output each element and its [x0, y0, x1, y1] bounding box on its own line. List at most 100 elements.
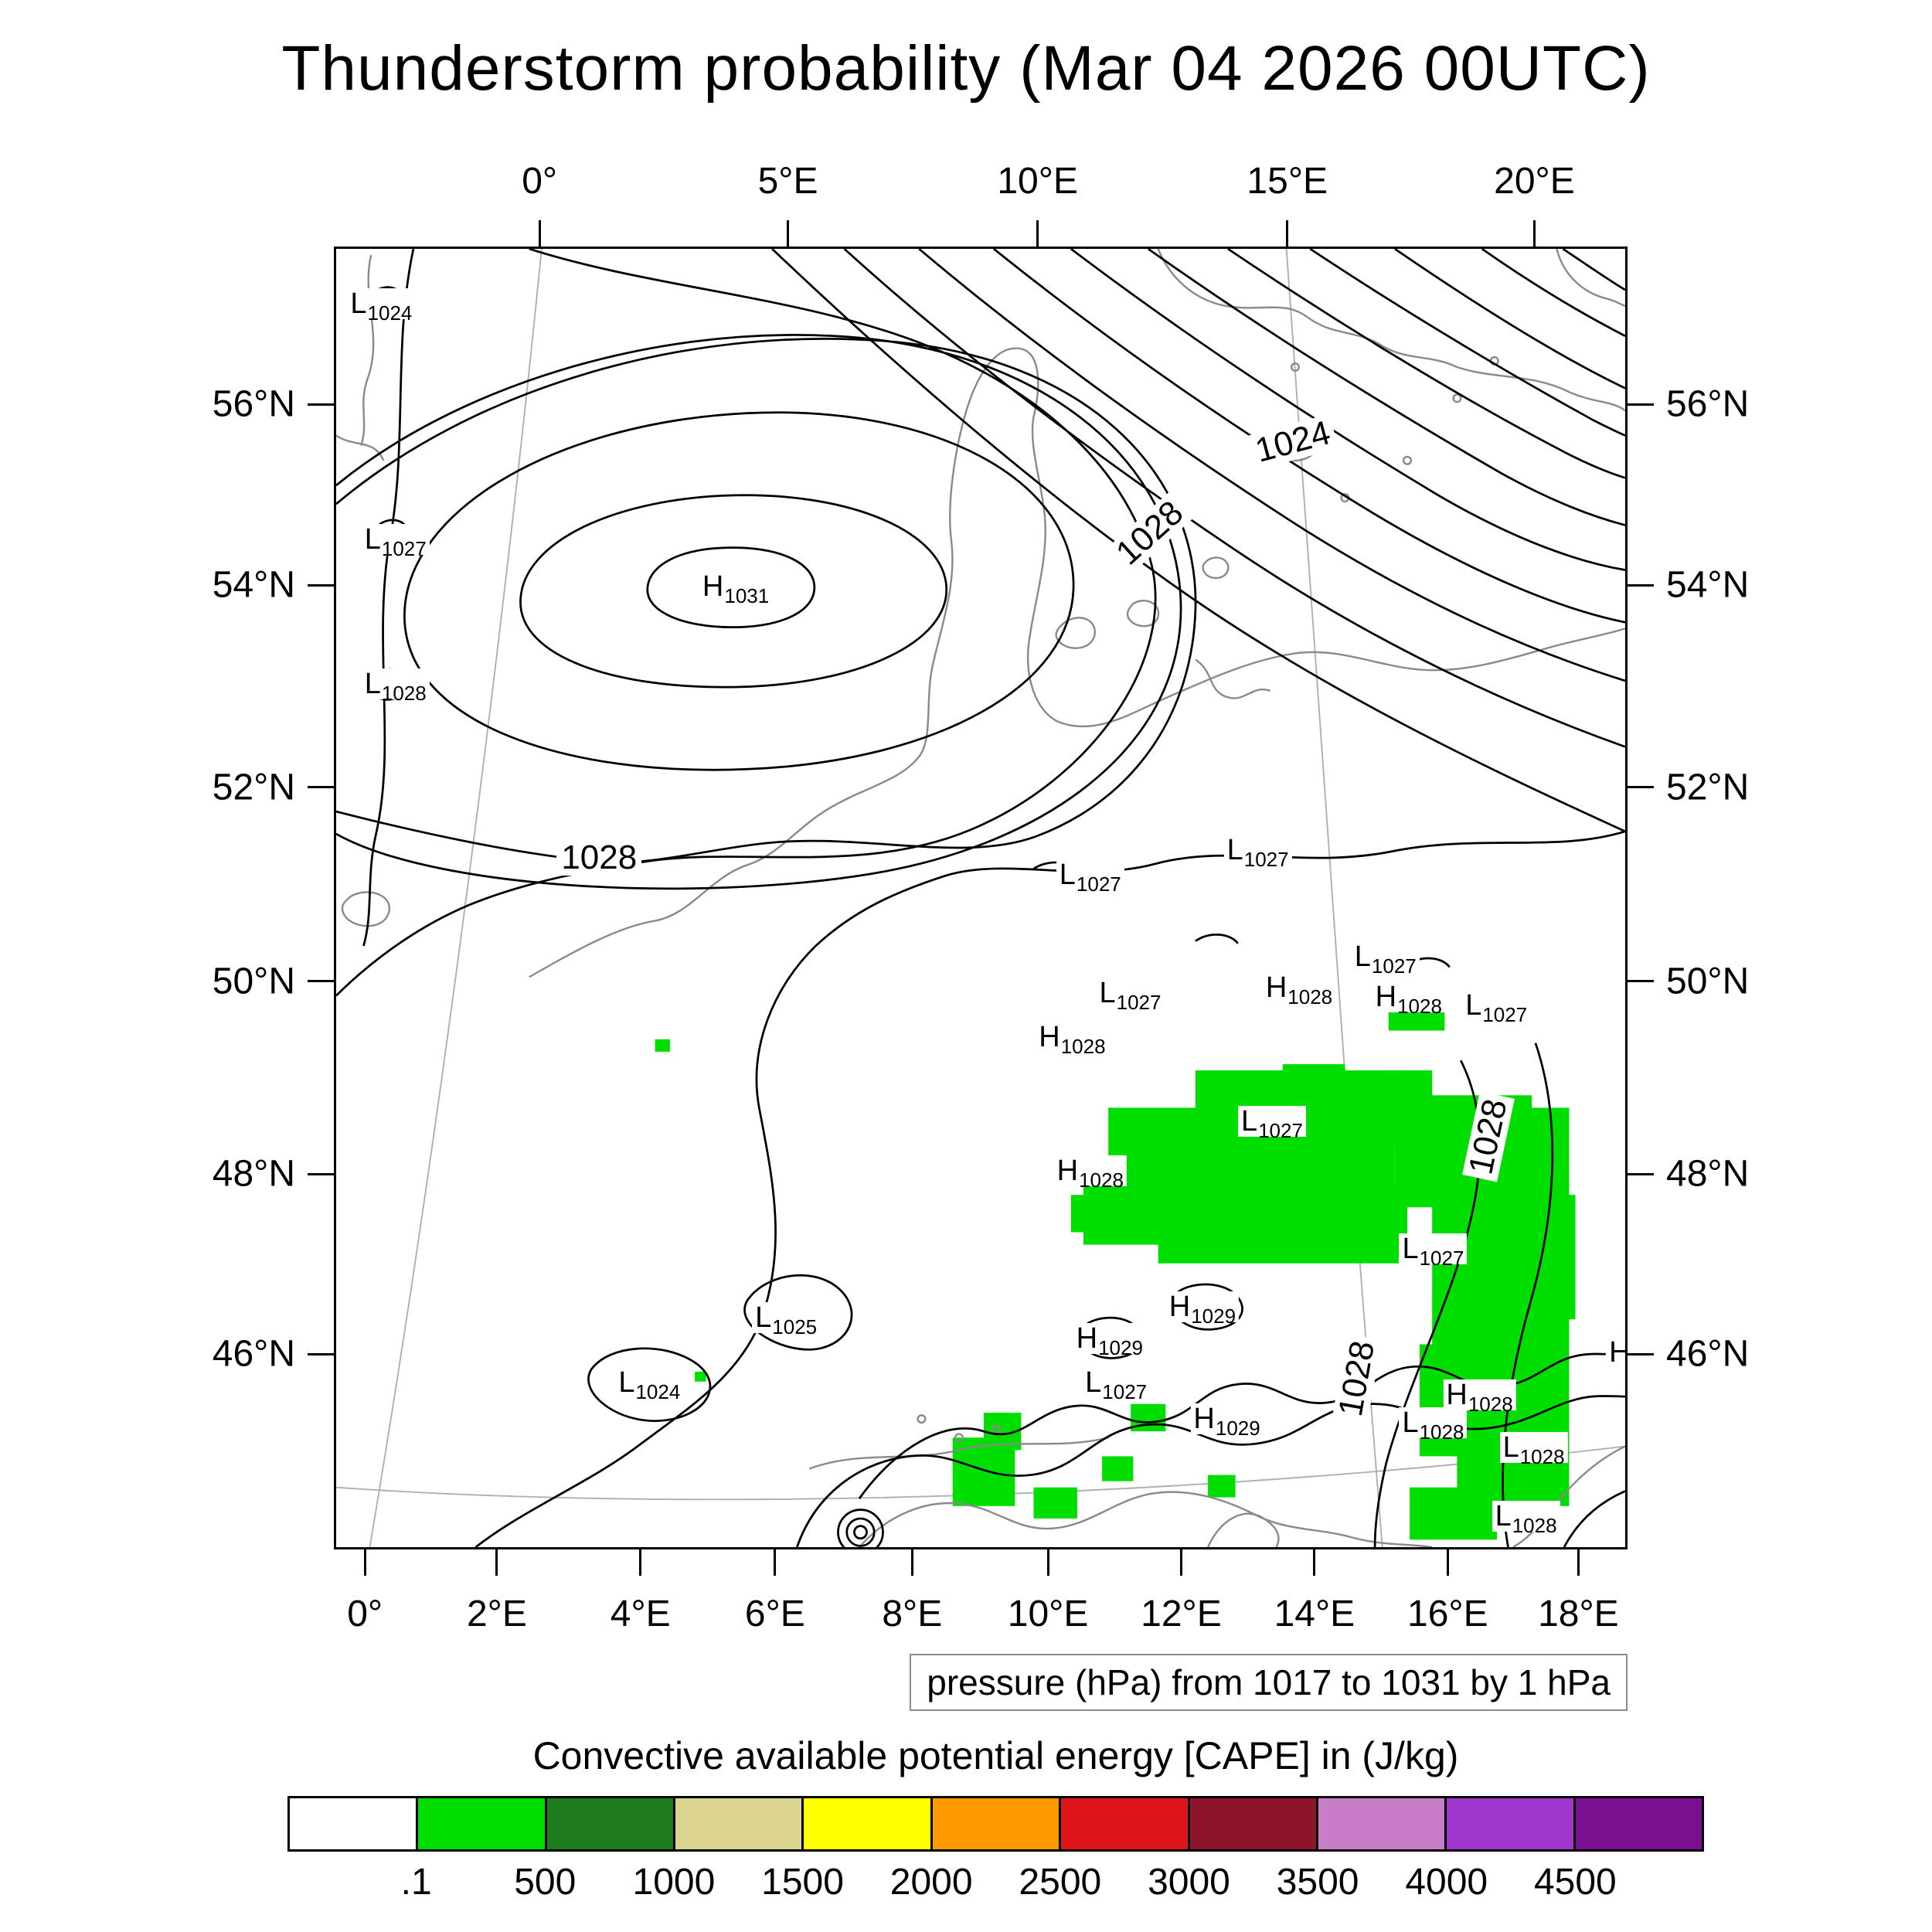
colorbar-tick-label: 4500 [1533, 1862, 1617, 1903]
bottom-axis-tick [910, 1549, 913, 1576]
right-axis-tick [1628, 583, 1654, 587]
pressure-label: H1028 [1372, 981, 1445, 1016]
pressure-label: L1027 [1237, 1105, 1306, 1141]
pressure-label: L1024 [347, 287, 416, 323]
colorbar-tick-label: 4000 [1405, 1862, 1488, 1903]
top-axis-tick [1286, 220, 1289, 247]
bottom-axis-tick [1179, 1549, 1182, 1576]
pressure-center-value: 1028 [1468, 1393, 1513, 1417]
pressure-label: L1025 [752, 1301, 821, 1337]
bottom-axis-tick [639, 1549, 642, 1576]
pressure-center-letter: H [1168, 1291, 1191, 1324]
bottom-axis-label: 10°E [1007, 1594, 1089, 1634]
pressure-center-letter: H [1076, 1321, 1098, 1355]
pressure-center-value: 1028 [1419, 1420, 1464, 1444]
pressure-label: L1027 [1082, 1366, 1151, 1402]
pressure-center-value: 1027 [1419, 1246, 1464, 1270]
pressure-center-value: 1028 [1079, 1168, 1124, 1192]
pressure-label: L1024 [615, 1366, 684, 1402]
pressure-center-letter: H [1446, 1379, 1468, 1412]
bottom-axis-label: 16°E [1407, 1594, 1488, 1634]
pressure-center-letter: L [755, 1301, 772, 1334]
top-axis-label: 5°E [757, 161, 818, 202]
pressure-center-value: 1027 [1371, 954, 1417, 978]
pressure-center-letter: H [702, 570, 724, 603]
pressure-center-value: 1024 [367, 301, 413, 325]
colorbar-cell [287, 1796, 419, 1852]
pressure-label: L1027 [1351, 940, 1420, 976]
bottom-axis-tick [1046, 1549, 1049, 1576]
top-axis-tick [1036, 220, 1039, 247]
colorbar-tick-label: .1 [400, 1862, 432, 1903]
pressure-center-value: 1027 [1116, 990, 1162, 1014]
bottom-axis-label: 2°E [466, 1594, 527, 1634]
colorbar-cell [930, 1796, 1062, 1852]
pressure-center-letter: L [1495, 1499, 1512, 1532]
right-axis-tick [1628, 1352, 1654, 1355]
pressure-label: L1027 [1223, 834, 1292, 871]
bottom-axis-label: 8°E [882, 1594, 943, 1634]
pressure-center-value: 1028 [381, 681, 427, 705]
pressure-center-letter: L [1465, 989, 1482, 1022]
pressure-label: 1028 [1332, 1333, 1383, 1423]
pressure-label: H [1606, 1336, 1625, 1369]
bottom-axis-label: 14°E [1274, 1594, 1355, 1634]
left-axis-tick [308, 403, 334, 406]
pressure-center-value: 1027 [1243, 847, 1289, 871]
pressure-center-value: 1028 [1519, 1444, 1565, 1468]
pressure-center-value: 1028 [1287, 985, 1333, 1009]
top-axis-tick [538, 220, 541, 247]
right-axis-label: 48°N [1666, 1153, 1750, 1195]
pressure-label: L1028 [1492, 1499, 1560, 1536]
right-axis-label: 52°N [1666, 767, 1750, 808]
bottom-axis-label: 18°E [1538, 1594, 1619, 1634]
pressure-label: 1028 [556, 839, 642, 876]
pressure-center-letter: L [1354, 940, 1371, 973]
pressure-center-value: 1027 [1102, 1379, 1148, 1403]
pressure-center-letter: L [1085, 1366, 1102, 1399]
pressure-center-value: 1025 [772, 1315, 818, 1338]
colorbar-cell [673, 1796, 804, 1852]
pressure-label: H1029 [1073, 1321, 1146, 1358]
pressure-label: L1028 [361, 667, 430, 703]
bottom-axis-label: 6°E [744, 1594, 805, 1634]
left-axis-tick [308, 1352, 334, 1355]
page-title: Thunderstorm probability (Mar 04 2026 00… [281, 33, 1651, 104]
bottom-axis-tick [774, 1549, 777, 1576]
colorbar-cell [416, 1796, 547, 1852]
colorbar-tick-label: 500 [514, 1862, 577, 1903]
pressure-label: H1031 [699, 570, 773, 606]
pressure-center-letter: H [1609, 1336, 1625, 1369]
pressure-center-value: 1028 [1060, 1034, 1106, 1058]
map-frame: L1024 L1027 L1028 H1031 1024 1028 1028 L1027 L10… [334, 247, 1628, 1549]
pressure-label: H1029 [1165, 1291, 1240, 1326]
bottom-axis-tick [363, 1549, 366, 1576]
pressure-center-letter: L [618, 1366, 635, 1399]
bottom-axis-label: 4°E [610, 1594, 671, 1634]
bottom-axis-label: 12°E [1141, 1594, 1222, 1634]
left-axis-tick [308, 980, 334, 983]
bottom-axis-tick [1577, 1549, 1580, 1576]
pressure-label: L1027 [1399, 1233, 1468, 1268]
pressure-center-letter: L [1402, 1406, 1419, 1439]
pressure-center-value: 1027 [381, 537, 427, 561]
pressure-label: H1029 [1190, 1403, 1264, 1438]
pressure-label: L1028 [1399, 1406, 1468, 1442]
pressure-label: H1028 [1053, 1155, 1127, 1190]
left-axis-label: 56°N [212, 383, 295, 425]
pressure-label: L1028 [1499, 1431, 1568, 1467]
pressure-center-value: 1029 [1215, 1416, 1260, 1440]
colorbar-tick-label: 3500 [1276, 1862, 1359, 1903]
colorbar-cell [1059, 1796, 1190, 1852]
top-axis-label: 0° [522, 161, 558, 202]
pressure-center-letter: L [364, 667, 381, 700]
bottom-axis-tick [1313, 1549, 1316, 1576]
left-axis-tick [308, 583, 334, 587]
right-axis-label: 54°N [1666, 564, 1750, 606]
map-svg [336, 249, 1625, 1547]
pressure-center-value: 1029 [1098, 1335, 1143, 1359]
cape-shading [655, 1010, 1576, 1540]
cape-colorbar [287, 1796, 1704, 1852]
top-axis-tick [1532, 220, 1536, 247]
pressure-center-value: 1027 [1258, 1118, 1303, 1142]
